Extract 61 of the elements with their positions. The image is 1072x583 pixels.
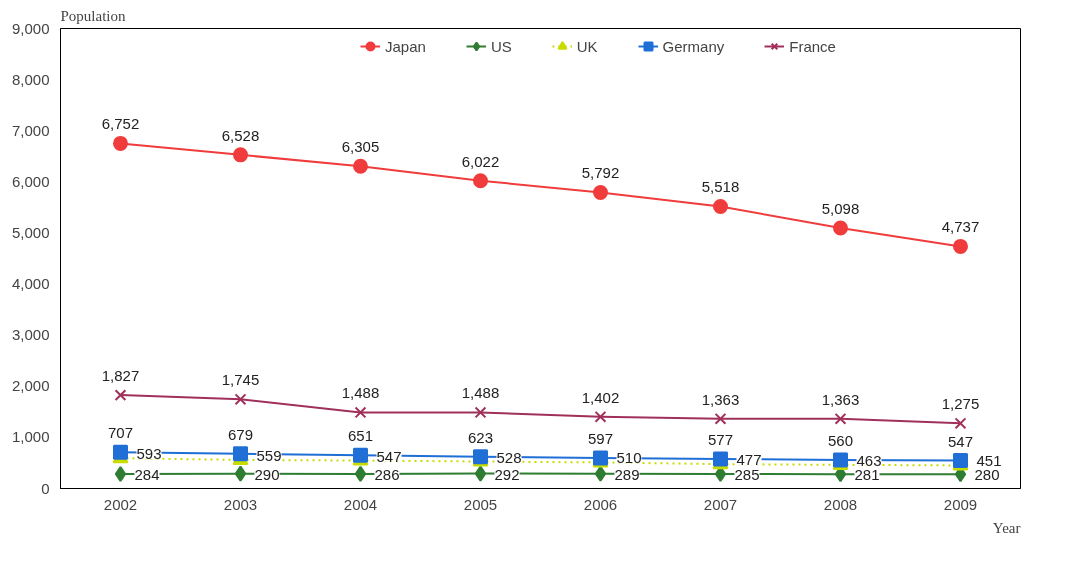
- y-tick-label: 2,000: [11, 377, 50, 395]
- x-tick-label: 2007: [703, 495, 738, 513]
- y-tick-label: 9,000: [11, 19, 50, 37]
- data-label: 6,528: [221, 126, 260, 144]
- data-label: 623: [467, 428, 494, 446]
- data-label: 547: [376, 447, 402, 465]
- x-tick-label: 2009: [943, 495, 978, 513]
- y-tick-label: 6,000: [11, 172, 50, 190]
- x-tick-label: 2005: [463, 495, 498, 513]
- y-tick-label: 8,000: [11, 70, 50, 88]
- data-label: 679: [227, 425, 254, 443]
- legend-label: UK: [576, 37, 598, 55]
- y-tick-label: 0: [41, 479, 50, 497]
- data-label: 560: [827, 431, 854, 449]
- x-tick-label: 2008: [823, 495, 858, 513]
- legend-label: Japan: [385, 37, 426, 55]
- data-label: 1,827: [101, 367, 140, 385]
- data-label: 289: [614, 465, 640, 483]
- data-label: 281: [854, 466, 880, 484]
- data-label: 651: [347, 427, 374, 445]
- data-label: 510: [616, 449, 642, 467]
- data-label: 5,518: [701, 178, 740, 196]
- data-label: 1,363: [821, 390, 860, 408]
- data-label: 547: [947, 432, 974, 450]
- data-label: 6,022: [461, 152, 500, 170]
- data-label: 597: [587, 429, 614, 447]
- data-label: 1,488: [461, 384, 500, 402]
- x-tick-label: 2004: [343, 495, 378, 513]
- x-tick-label: 2006: [583, 495, 618, 513]
- y-tick-label: 4,000: [11, 275, 50, 293]
- y-tick-label: 7,000: [11, 121, 50, 139]
- data-label: 593: [136, 445, 162, 463]
- data-label: 1,275: [941, 395, 980, 413]
- y-tick-label: 1,000: [11, 428, 50, 446]
- data-label: 1,488: [341, 384, 380, 402]
- y-tick-label: 3,000: [11, 326, 50, 344]
- data-label: 5,098: [821, 199, 860, 217]
- data-label: 6,305: [341, 138, 380, 156]
- data-label: 463: [856, 451, 882, 469]
- legend-label: France: [789, 37, 836, 55]
- x-tick-label: 2002: [103, 495, 138, 513]
- data-label: 284: [134, 465, 160, 483]
- y-tick-label: 5,000: [11, 223, 50, 241]
- data-label: 1,402: [581, 388, 620, 406]
- legend-label: Germany: [662, 37, 725, 55]
- x-axis-title: Year: [992, 519, 1021, 536]
- data-label: 6,752: [101, 115, 140, 133]
- data-label: 286: [374, 465, 400, 483]
- data-label: 707: [107, 424, 134, 442]
- data-label: 577: [707, 431, 734, 449]
- data-label: 1,745: [221, 371, 260, 389]
- x-tick-label: 2003: [223, 495, 258, 513]
- data-label: 528: [496, 448, 522, 466]
- legend-label: US: [490, 37, 512, 55]
- data-label: 4,737: [941, 218, 980, 236]
- data-label: 292: [494, 465, 520, 483]
- y-axis-title: Population: [60, 7, 126, 24]
- data-label: 290: [254, 465, 280, 483]
- data-label: 1,363: [701, 390, 740, 408]
- data-label: 5,792: [581, 164, 620, 182]
- data-label: 559: [256, 446, 282, 464]
